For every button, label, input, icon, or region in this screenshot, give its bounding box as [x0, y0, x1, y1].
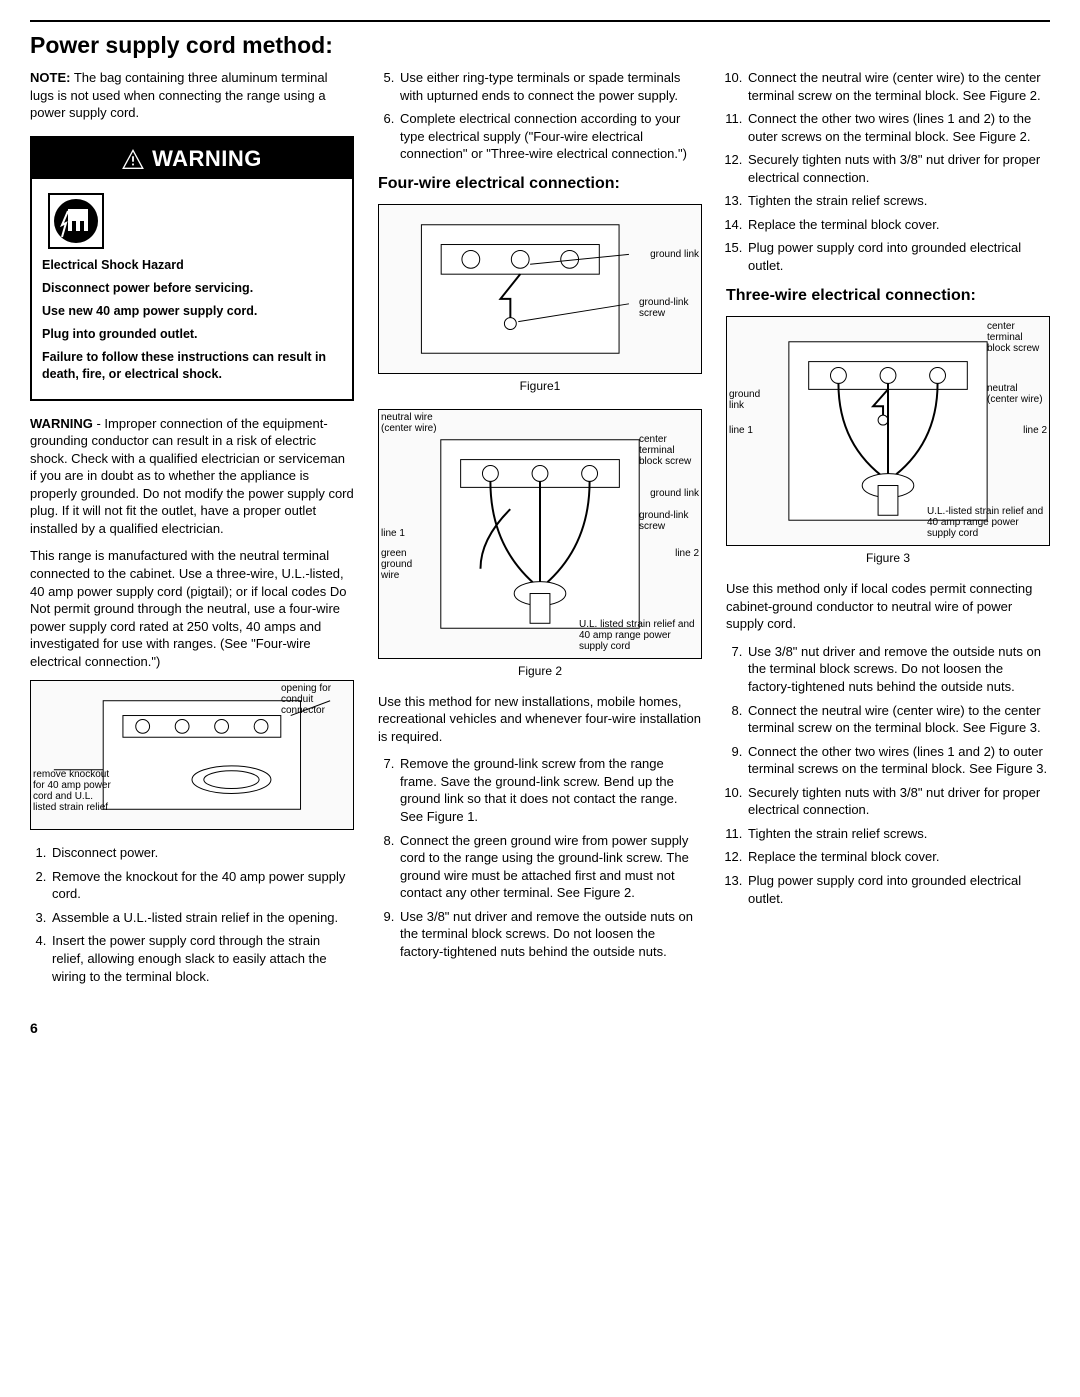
fig3-l2: line 2 [1023, 425, 1047, 436]
warn-para-prefix: WARNING [30, 416, 93, 431]
electrical-shock-icon [48, 193, 104, 249]
fig1-gl: ground link [650, 249, 699, 260]
figure-knockout-img: remove knockout for 40 amp power cord an… [30, 680, 354, 830]
column-layout: NOTE: The bag containing three aluminum … [30, 69, 1050, 995]
note-prefix: NOTE: [30, 70, 70, 85]
column-3: Connect the neutral wire (center wire) t… [726, 69, 1050, 995]
fig2-ul: U.L. listed strain relief and 40 amp ran… [579, 619, 699, 652]
figure-2-caption: Figure 2 [378, 663, 702, 679]
page-number: 6 [30, 1019, 1050, 1038]
step-d-13: Tighten the strain relief screws. [746, 192, 1050, 210]
step-d-10: Connect the neutral wire (center wire) t… [746, 69, 1050, 104]
step-a-4: Insert the power supply cord through the… [50, 932, 354, 985]
figure-1-img: ground link ground-link screw [378, 204, 702, 374]
figure-2: neutral wire (center wire) center termin… [378, 409, 702, 679]
three-wire-heading: Three-wire electrical connection: [726, 285, 1050, 307]
step-a-3: Assemble a U.L.-listed strain relief in … [50, 909, 354, 927]
steps-b: Use either ring-type terminals or spade … [378, 69, 702, 163]
figure-1: ground link ground-link screw Figure1 [378, 204, 702, 394]
warning-line-3: Plug into grounded outlet. [42, 326, 342, 343]
figure-1-caption: Figure1 [378, 378, 702, 394]
warning-header: WARNING [32, 138, 352, 180]
fig1-svg [379, 205, 701, 373]
fig3-nw: neutral (center wire) [987, 383, 1047, 405]
step-e-7: Use 3/8" nut driver and remove the outsi… [746, 643, 1050, 696]
figA-right-label: opening for conduit connector [281, 683, 351, 716]
steps-c: Remove the ground-link screw from the ra… [378, 755, 702, 960]
step-d-11: Connect the other two wires (lines 1 and… [746, 110, 1050, 145]
step-e-8: Connect the neutral wire (center wire) t… [746, 702, 1050, 737]
fig2-l1: line 1 [381, 528, 405, 539]
figure-2-img: neutral wire (center wire) center termin… [378, 409, 702, 659]
warning-line-2: Use new 40 amp power supply cord. [42, 303, 342, 320]
warn-para-text: - Improper connection of the equipment-g… [30, 416, 354, 536]
step-a-1: Disconnect power. [50, 844, 354, 862]
step-d-14: Replace the terminal block cover. [746, 216, 1050, 234]
warning-triangle-icon [122, 149, 144, 169]
warning-body: Electrical Shock Hazard Disconnect power… [32, 179, 352, 398]
step-b-6: Complete electrical connection according… [398, 110, 702, 163]
fig2-nw: neutral wire (center wire) [381, 412, 451, 434]
warning-paragraph: WARNING - Improper connection of the equ… [30, 415, 354, 538]
para-2: This range is manufactured with the neut… [30, 547, 354, 670]
steps-d: Connect the neutral wire (center wire) t… [726, 69, 1050, 274]
fig2-cts: center terminal block screw [639, 434, 699, 467]
three-wire-para: Use this method only if local codes perm… [726, 580, 1050, 633]
fig3-cts: center terminal block screw [987, 321, 1047, 354]
column-1: NOTE: The bag containing three aluminum … [30, 69, 354, 995]
step-d-15: Plug power supply cord into grounded ele… [746, 239, 1050, 274]
figure-3: center terminal block screw ground link … [726, 316, 1050, 566]
step-c-9: Use 3/8" nut driver and remove the outsi… [398, 908, 702, 961]
warning-line-1: Disconnect power before servicing. [42, 280, 342, 297]
step-e-13: Plug power supply cord into grounded ele… [746, 872, 1050, 907]
steps-e: Use 3/8" nut driver and remove the outsi… [726, 643, 1050, 907]
figure-3-caption: Figure 3 [726, 550, 1050, 566]
step-b-5: Use either ring-type terminals or spade … [398, 69, 702, 104]
fig2-ggw: green ground wire [381, 548, 426, 581]
shock-icon-row [42, 189, 342, 257]
step-e-12: Replace the terminal block cover. [746, 848, 1050, 866]
fig3-ul: U.L.-listed strain relief and 40 amp ran… [927, 506, 1047, 539]
step-c-7: Remove the ground-link screw from the ra… [398, 755, 702, 825]
step-e-11: Tighten the strain relief screws. [746, 825, 1050, 843]
main-heading: Power supply cord method: [30, 30, 1050, 61]
warning-header-text: WARNING [152, 144, 262, 174]
warning-line-0: Electrical Shock Hazard [42, 257, 342, 274]
fig3-l1: line 1 [729, 425, 753, 436]
figure-3-img: center terminal block screw ground link … [726, 316, 1050, 546]
warning-box: WARNING Electrical Shock Hazard Disconne… [30, 136, 354, 401]
fig2-gls: ground-link screw [639, 510, 699, 532]
fig3-gl: ground link [729, 389, 769, 411]
warning-line-4: Failure to follow these instructions can… [42, 349, 342, 383]
figure-knockout: remove knockout for 40 amp power cord an… [30, 680, 354, 830]
top-rule [30, 20, 1050, 22]
fig2-l2: line 2 [675, 548, 699, 559]
column-2: Use either ring-type terminals or spade … [378, 69, 702, 995]
step-d-12: Securely tighten nuts with 3/8" nut driv… [746, 151, 1050, 186]
step-c-8: Connect the green ground wire from power… [398, 832, 702, 902]
fig2-gl: ground link [650, 488, 699, 499]
step-a-2: Remove the knockout for the 40 amp power… [50, 868, 354, 903]
steps-a: Disconnect power. Remove the knockout fo… [30, 844, 354, 985]
four-wire-para: Use this method for new installations, m… [378, 693, 702, 746]
note-paragraph: NOTE: The bag containing three aluminum … [30, 69, 354, 122]
fig1-gls: ground-link screw [639, 297, 699, 319]
step-e-10: Securely tighten nuts with 3/8" nut driv… [746, 784, 1050, 819]
note-text: The bag containing three aluminum termin… [30, 70, 327, 120]
four-wire-heading: Four-wire electrical connection: [378, 173, 702, 195]
figA-left-label: remove knockout for 40 amp power cord an… [33, 769, 113, 813]
step-e-9: Connect the other two wires (lines 1 and… [746, 743, 1050, 778]
